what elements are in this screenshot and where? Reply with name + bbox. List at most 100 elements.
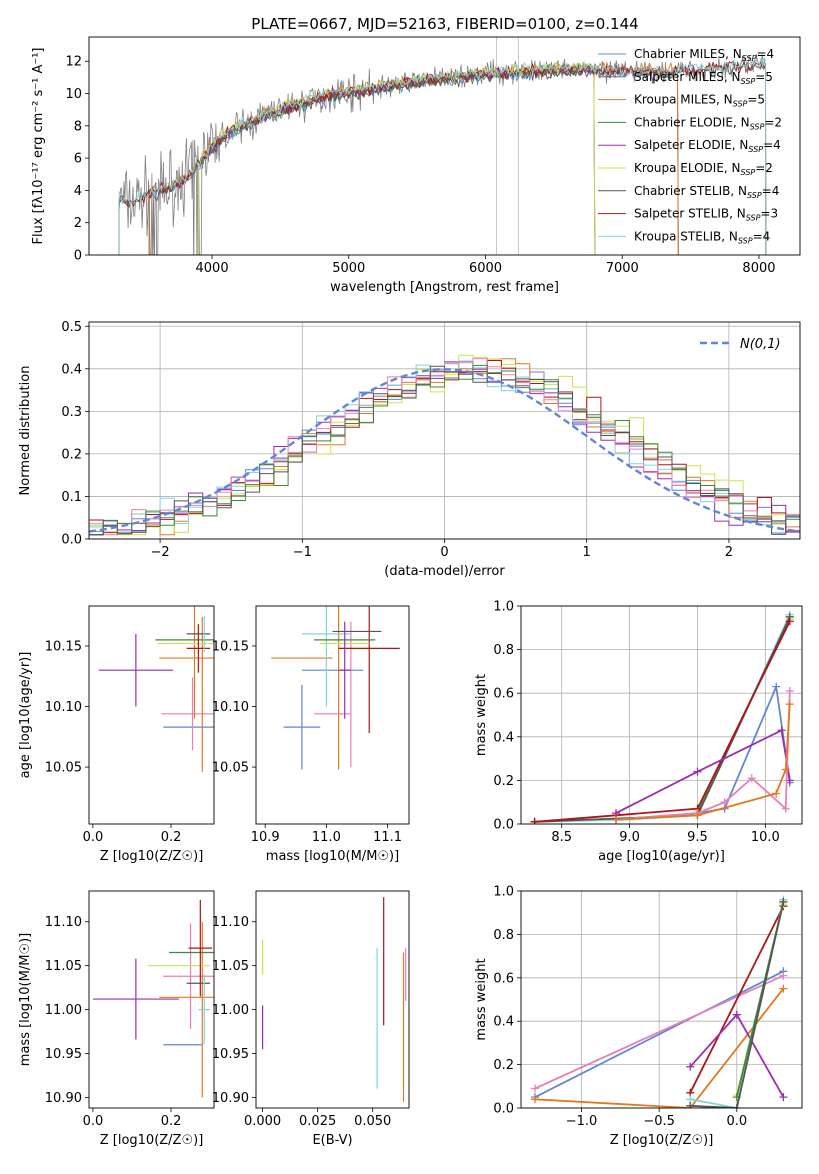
y-tick-label: 2 bbox=[74, 216, 82, 231]
axes-frame bbox=[88, 36, 801, 256]
y-tick-label: 0.3 bbox=[61, 405, 82, 420]
errorbar-point bbox=[188, 899, 213, 997]
legend-subscript: SSP bbox=[746, 214, 761, 223]
errorbar-point bbox=[283, 684, 321, 770]
x-tick-label: 0.050 bbox=[354, 1114, 391, 1129]
legend-value: =3 bbox=[760, 207, 778, 221]
mass-weight-line bbox=[534, 620, 791, 823]
x-tick-label: 9.5 bbox=[687, 830, 708, 845]
y-axis-label: Flux [fλ10⁻¹⁷ erg cm⁻² s⁻¹ A⁻¹] bbox=[31, 48, 46, 245]
x-tick-label: −0.5 bbox=[643, 1114, 675, 1129]
x-tick-label: 0.2 bbox=[161, 830, 182, 845]
y-tick-label: 11.05 bbox=[45, 959, 82, 974]
y-tick-label: 11.00 bbox=[212, 1003, 249, 1018]
ticks: 10.9 11.0 11.1 10.05 10.10 10.15 bbox=[212, 639, 402, 845]
panel-age_vs_Z: 0.0 0.2 10.05 10.10 10.15 Z [log10(Z/Z☉)] age … bbox=[18, 605, 215, 864]
legend-label: Salpeter STELIB, NSSP=3 bbox=[634, 207, 778, 223]
errorbar-point bbox=[92, 958, 179, 1040]
legend-value: =4 bbox=[753, 229, 771, 243]
mass-weight-marker bbox=[720, 798, 729, 807]
y-tick-label: 0.1 bbox=[61, 490, 82, 505]
mass-weight-marker bbox=[777, 726, 786, 735]
errorbar-point bbox=[161, 677, 214, 751]
x-tick-label: 8.5 bbox=[551, 830, 572, 845]
y-axis-label: mass weight bbox=[474, 958, 489, 1040]
panel-mass_weight_vs_age: 8.5 9.0 9.5 10.0 0.0 0.2 0.4 0.6 0.8 1.0 age [log1… bbox=[474, 600, 803, 864]
x-tick-label: 11.0 bbox=[312, 830, 341, 845]
errorbar-point bbox=[186, 624, 211, 673]
model-spectrum-kroupa-elodie bbox=[197, 59, 596, 255]
mass-weight-marker bbox=[785, 687, 794, 696]
mass-weight-line bbox=[534, 970, 784, 1099]
panel-residuals: −2 −1 0 1 2 0.0 0.1 0.2 0.3 0.4 0.5 (data-model)/er… bbox=[18, 320, 801, 579]
x-axis-label: Z [log10(Z/Z☉)] bbox=[610, 1133, 714, 1148]
errorbar-point bbox=[338, 621, 351, 719]
legend-label: Chabrier STELIB, NSSP=4 bbox=[634, 184, 779, 200]
grid-lines bbox=[89, 322, 800, 540]
legend-label: N(0,1) bbox=[740, 337, 781, 352]
y-tick-label: 11.00 bbox=[45, 1003, 82, 1018]
legend-value: =2 bbox=[764, 115, 782, 129]
grid-lines bbox=[521, 605, 802, 825]
x-tick-label: 10.0 bbox=[751, 830, 780, 845]
ticks: −1.0 −0.5 0.0 0.0 0.2 0.4 0.6 0.8 1.0 bbox=[493, 885, 747, 1130]
x-tick-label: 0.0 bbox=[83, 830, 104, 845]
y-tick-label: 6 bbox=[74, 152, 82, 167]
x-axis-label: Z [log10(Z/Z☉)] bbox=[100, 849, 204, 864]
y-tick-label: 11.10 bbox=[212, 915, 249, 930]
mass-weight-marker bbox=[612, 815, 621, 824]
mass-weight-marker bbox=[772, 789, 781, 798]
model-spectrum-chabrier-miles bbox=[148, 65, 679, 255]
plot-area bbox=[530, 895, 788, 1108]
x-tick-label: 0.025 bbox=[299, 1114, 336, 1129]
y-tick-label: 10.15 bbox=[45, 639, 82, 654]
mass-weight-marker bbox=[693, 811, 702, 820]
axes-frame bbox=[88, 605, 215, 825]
plot-area bbox=[89, 354, 800, 539]
errorbar-point bbox=[98, 633, 173, 707]
errorbar-point bbox=[163, 923, 214, 1029]
x-tick-label: 0 bbox=[440, 545, 448, 560]
mass-weight-marker bbox=[693, 767, 702, 776]
x-tick-label: 0.2 bbox=[161, 1114, 182, 1129]
x-tick-label: −2 bbox=[151, 545, 170, 560]
legend-value: =4 bbox=[756, 47, 774, 61]
mass-weight-marker bbox=[686, 1101, 695, 1108]
legend-subscript: SSP bbox=[733, 100, 748, 109]
y-tick-label: 10.05 bbox=[212, 761, 249, 776]
y-tick-label: 10.10 bbox=[212, 700, 249, 715]
x-tick-label: 0.0 bbox=[726, 1114, 747, 1129]
errorbar-point bbox=[198, 974, 211, 1045]
y-tick-label: 10 bbox=[65, 87, 82, 102]
x-tick-label: 5000 bbox=[332, 261, 365, 276]
panel-spectrum: 4000 5000 6000 7000 8000 0 2 4 6 8 10 12 wavelength … bbox=[31, 36, 801, 295]
legend-value: =5 bbox=[747, 93, 765, 107]
mass-weight-marker bbox=[781, 765, 790, 774]
x-tick-label: −1.0 bbox=[566, 1114, 598, 1129]
legend-label: Chabrier MILES, NSSP=4 bbox=[634, 47, 774, 63]
y-tick-label: 10.90 bbox=[45, 1091, 82, 1106]
errorbar-point bbox=[338, 606, 400, 734]
mass-weight-marker bbox=[781, 804, 790, 813]
spectrum-legend: Chabrier MILES, NSSP=4 Salpeter MILES, NS… bbox=[598, 47, 782, 245]
y-tick-label: 11.10 bbox=[45, 915, 82, 930]
x-tick-label: 0.0 bbox=[83, 1114, 104, 1129]
mass-weight-marker bbox=[530, 817, 539, 824]
y-tick-label: 0.4 bbox=[493, 1015, 514, 1030]
y-tick-label: 10.15 bbox=[212, 639, 249, 654]
legend-value: =4 bbox=[763, 138, 781, 152]
mass-weight-line bbox=[690, 901, 785, 1108]
axes-frame bbox=[255, 605, 410, 825]
mass-weight-marker bbox=[772, 682, 781, 691]
y-axis-label: mass [log10(M/M☉)] bbox=[18, 933, 33, 1066]
mass-weight-marker bbox=[732, 1104, 741, 1108]
mass-weight-marker bbox=[530, 1084, 539, 1093]
mass-weight-line bbox=[534, 614, 791, 823]
legend-label: Kroupa MILES, NSSP=5 bbox=[634, 93, 765, 109]
mass-weight-marker bbox=[785, 617, 794, 626]
plot-area bbox=[271, 606, 400, 770]
y-tick-label: 0.4 bbox=[61, 362, 82, 377]
x-tick-label: 1 bbox=[583, 545, 591, 560]
